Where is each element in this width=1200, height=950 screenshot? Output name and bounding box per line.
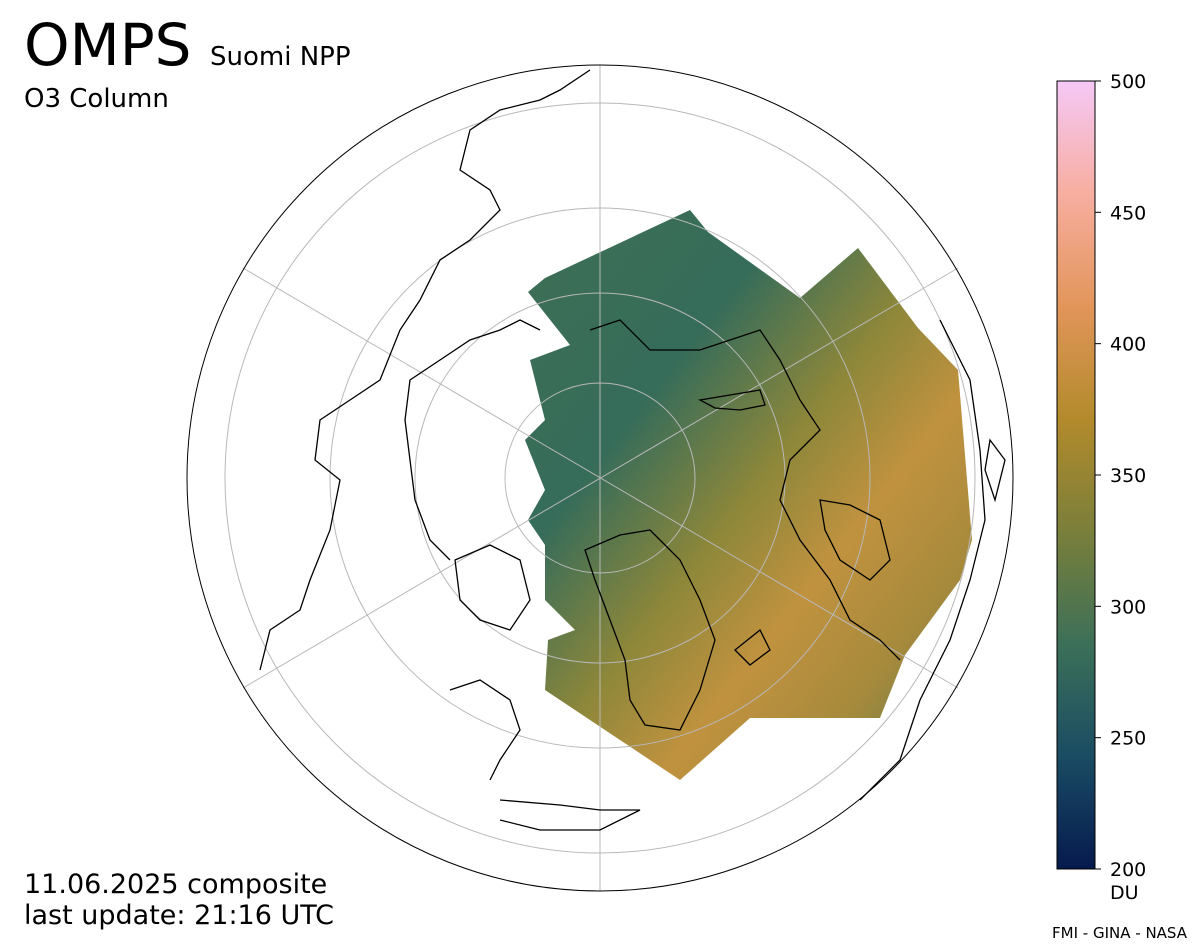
coastlines bbox=[259, 69, 1006, 831]
colorbar-tick-label: 400 bbox=[1110, 334, 1146, 356]
colorbar-tick-label: 200 bbox=[1110, 859, 1146, 881]
graticule bbox=[224, 65, 976, 891]
colorbar-tick-label: 450 bbox=[1110, 202, 1146, 224]
colorbar-tick-label: 250 bbox=[1110, 728, 1146, 750]
colorbar-tick-label: 300 bbox=[1110, 596, 1146, 618]
update-time: last update: 21:16 UTC bbox=[24, 900, 334, 931]
colorbar-tick-label: 350 bbox=[1110, 465, 1146, 487]
colorbar-unit: DU bbox=[1110, 882, 1139, 904]
colorbar: DU bbox=[1056, 80, 1139, 904]
colorbar-tick-label: 500 bbox=[1110, 71, 1146, 93]
title: OMPS bbox=[24, 11, 192, 79]
product: O3 Column bbox=[24, 84, 169, 114]
map bbox=[186, 64, 1014, 892]
colorbar-gradient bbox=[1056, 80, 1096, 870]
date: 11.06.2025 composite bbox=[24, 869, 327, 900]
credit: FMI - GINA - NASA bbox=[1052, 924, 1188, 942]
subtitle: Suomi NPP bbox=[210, 42, 351, 72]
ozone-field bbox=[525, 210, 972, 780]
map-boundary bbox=[186, 64, 1014, 892]
